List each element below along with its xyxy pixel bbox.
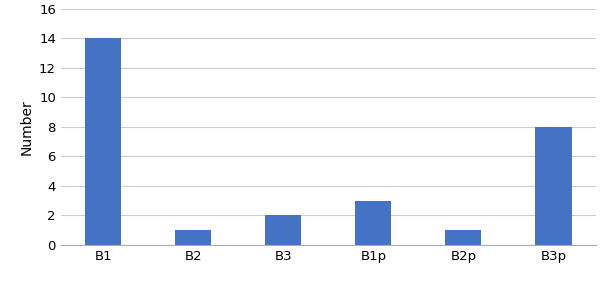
Bar — [265, 215, 302, 245]
Bar — [85, 38, 121, 245]
Bar — [446, 230, 482, 245]
Bar — [355, 200, 392, 245]
Bar — [175, 230, 211, 245]
Y-axis label: Number: Number — [19, 99, 33, 155]
Bar — [536, 127, 572, 245]
